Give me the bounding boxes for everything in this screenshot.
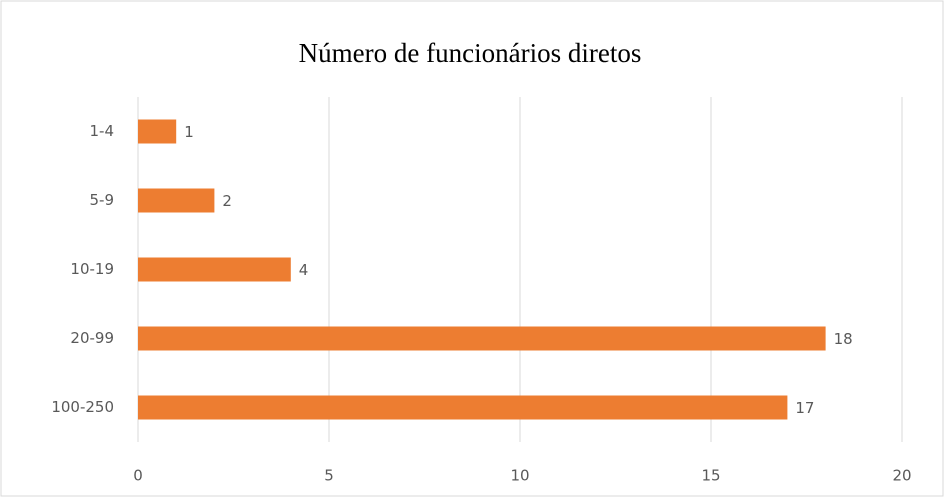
y-tick-label: 100-250 [51, 398, 114, 416]
data-label: 2 [222, 192, 232, 210]
bar [138, 188, 215, 213]
bar [138, 257, 291, 282]
x-tick-label: 15 [701, 467, 720, 485]
y-tick-label: 5-9 [90, 191, 115, 209]
y-tick-label: 1-4 [90, 122, 115, 140]
data-label: 18 [834, 330, 853, 348]
chart-title: Número de funcionários diretos [299, 38, 642, 68]
y-tick-label: 10-19 [70, 260, 114, 278]
data-label: 4 [299, 261, 309, 279]
y-tick-label: 20-99 [70, 329, 114, 347]
x-tick-label: 5 [324, 467, 334, 485]
x-tick-label: 20 [892, 467, 911, 485]
bar [138, 119, 177, 144]
data-label: 1 [184, 123, 194, 141]
bar [138, 395, 788, 420]
data-label: 17 [795, 399, 814, 417]
bar [138, 326, 826, 351]
x-tick-label: 0 [133, 467, 143, 485]
x-tick-label: 10 [510, 467, 529, 485]
